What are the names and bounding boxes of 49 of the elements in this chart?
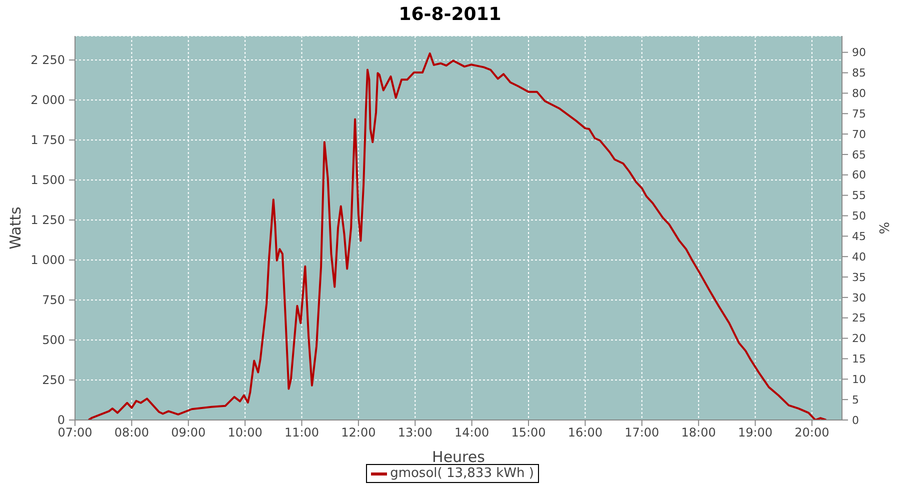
y2-tick-label: 35: [852, 270, 866, 284]
y-tick-label: 1 000: [30, 253, 65, 268]
y2-tick-label: 85: [852, 66, 866, 80]
line-series: [88, 52, 828, 420]
y2-tick-label: 30: [852, 291, 866, 304]
x-tick-label: 11:00: [284, 426, 320, 440]
y2-tick-label: 25: [852, 312, 866, 325]
chart-title: 16-8-2011: [398, 4, 502, 27]
x-tick-label: 13:00: [398, 426, 432, 440]
y2-tick-label: 0: [852, 414, 859, 427]
x-tick-label: 15:00: [511, 426, 546, 440]
y-tick-label: 750: [42, 293, 65, 308]
y-tick-label: 1 500: [30, 173, 65, 188]
x-tick-label: 10:00: [228, 426, 262, 440]
y-tick-label: 250: [42, 373, 65, 388]
x-tick-label: 18:00: [681, 426, 716, 440]
y2-tick-label: 90: [852, 46, 866, 60]
y-tick-label: 1 250: [30, 213, 65, 228]
x-tick-label: 07:00: [58, 426, 92, 440]
x-tick-label: 20:00: [794, 426, 830, 440]
x-axis-title: Heures: [432, 448, 486, 466]
y2-tick-label: 50: [852, 210, 866, 223]
x-tick-label: 14:00: [454, 426, 490, 440]
y2-tick-label: 65: [852, 148, 866, 162]
y2-tick-label: 5: [852, 393, 859, 406]
y2-tick-label: 70: [852, 128, 866, 141]
y2-tick-label: 45: [852, 230, 866, 244]
x-tick-label: 08:00: [114, 426, 149, 440]
x-tick-label: 16:00: [568, 426, 602, 440]
y2-tick-label: 80: [852, 87, 866, 100]
y-tick-label: 1 750: [30, 133, 65, 148]
y-tick-label: 2 000: [30, 93, 65, 108]
y-tick-label: 2 250: [30, 53, 65, 68]
y2-tick-label: 20: [852, 332, 866, 346]
x-tick-label: 17:00: [624, 426, 660, 440]
legend-label: gmosol( 13,833 kWh ): [390, 466, 534, 481]
y2-tick-label: 15: [852, 352, 866, 366]
x-tick-label: 19:00: [738, 426, 773, 440]
y2-tick-label: 75: [852, 107, 866, 120]
y-tick-label: 500: [42, 333, 65, 348]
x-tick-label: 09:00: [171, 426, 206, 440]
y-axis-title: Watts: [6, 206, 24, 250]
y2-tick-label: 60: [852, 168, 866, 182]
y-tick-label: 0: [57, 413, 65, 428]
y2-tick-label: 10: [852, 373, 866, 386]
y2-axis-title: %: [875, 222, 890, 234]
y2-tick-label: 55: [852, 189, 866, 202]
y2-tick-label: 40: [852, 250, 866, 264]
x-tick-label: 12:00: [341, 426, 376, 440]
